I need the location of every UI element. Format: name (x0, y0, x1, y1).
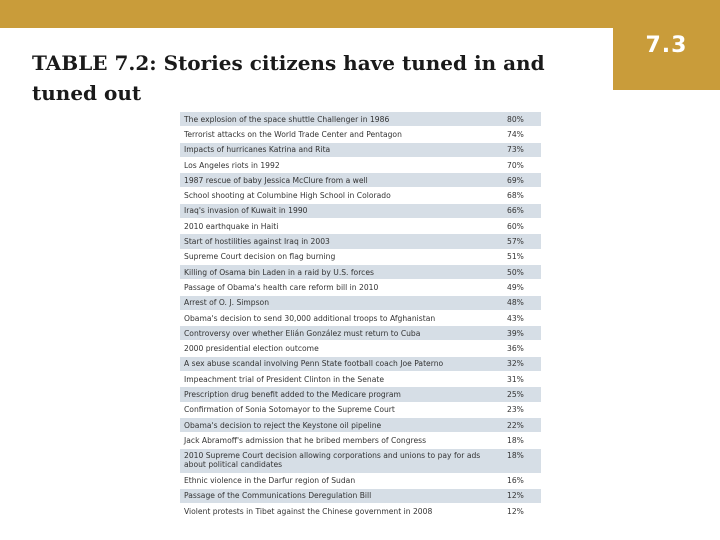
story-cell: Terrorist attacks on the World Trade Cen… (184, 129, 402, 139)
percent-cell: 50% (507, 267, 524, 277)
story-cell: 2010 earthquake in Haiti (184, 221, 279, 231)
percent-cell: 31% (507, 374, 524, 384)
table-row: 1987 rescue of baby Jessica McClure from… (180, 173, 541, 189)
story-cell: Iraq's invasion of Kuwait in 1990 (184, 206, 308, 216)
table-row: Passage of Obama's health care reform bi… (180, 280, 541, 296)
table-row: Ethnic violence in the Darfur region of … (180, 473, 541, 489)
table-row: Start of hostilities against Iraq in 200… (180, 234, 541, 250)
table-row: 2000 presidential election outcome 36% (180, 341, 541, 357)
table-row: Obama's decision to reject the Keystone … (180, 417, 541, 434)
table-row: Impeachment trial of President Clinton i… (180, 372, 541, 388)
story-cell: Arrest of O. J. Simpson (184, 298, 270, 308)
section-badge: 7.3 (613, 0, 720, 90)
table-row: Iraq's invasion of Kuwait in 1990 66% (180, 203, 541, 220)
story-cell: Los Angeles riots in 1992 (184, 160, 280, 170)
percent-cell: 36% (507, 344, 524, 354)
percent-cell: 70% (507, 160, 524, 170)
percent-cell: 69% (507, 175, 524, 185)
percent-cell: 16% (507, 476, 524, 486)
percent-cell: 43% (507, 313, 524, 323)
percent-cell: 22% (507, 420, 524, 430)
story-cell: Impeachment trial of President Clinton i… (184, 374, 385, 384)
story-cell: Killing of Osama bin Laden in a raid by … (184, 267, 374, 277)
story-cell: Controversy over whether Elián González … (184, 328, 421, 338)
story-cell: 1987 rescue of baby Jessica McClure from… (184, 175, 368, 185)
percent-cell: 23% (507, 405, 524, 415)
percent-cell: 73% (507, 145, 524, 155)
percent-cell: 12% (507, 491, 524, 501)
percent-cell: 39% (507, 328, 524, 338)
story-cell: A sex abuse scandal involving Penn State… (184, 359, 444, 369)
story-cell: Obama's decision to send 30,000 addition… (184, 313, 436, 323)
story-cell: Passage of Obama's health care reform bi… (184, 282, 379, 292)
percent-cell: 32% (507, 359, 524, 369)
table-row: Killing of Osama bin Laden in a raid by … (180, 264, 541, 281)
table-row: Jack Abramoff's admission that he bribed… (180, 433, 541, 449)
story-cell: Jack Abramoff's admission that he bribed… (184, 435, 427, 445)
percent-cell: 57% (507, 237, 524, 247)
top-accent-bar (0, 0, 720, 28)
story-cell: Obama's decision to reject the Keystone … (184, 420, 382, 430)
percent-cell: 12% (507, 506, 524, 516)
story-cell: Confirmation of Sonia Sotomayor to the S… (184, 405, 395, 415)
table-row: Prescription drug benefit added to the M… (180, 387, 541, 403)
percent-cell: 60% (507, 221, 524, 231)
story-cell: 2000 presidential election outcome (184, 344, 319, 354)
story-cell: Start of hostilities against Iraq in 200… (184, 237, 330, 247)
page-title: TABLE 7.2: Stories citizens have tuned i… (32, 51, 545, 105)
table-row: Violent protests in Tibet against the Ch… (180, 504, 541, 520)
story-cell: Prescription drug benefit added to the M… (184, 389, 401, 399)
story-cell: Supreme Court decision on flag burning (184, 252, 336, 262)
story-cell: Impacts of hurricanes Katrina and Rita (184, 145, 331, 155)
percent-cell: 49% (507, 282, 524, 292)
percent-cell: 51% (507, 252, 524, 262)
story-cell: The explosion of the space shuttle Chall… (184, 114, 390, 124)
story-cell: 2010 Supreme Court decision allowing cor… (184, 450, 481, 469)
table-row: 2010 Supreme Court decision allowing cor… (180, 448, 541, 474)
stories-table: The explosion of the space shuttle Chall… (180, 112, 541, 522)
story-cell: Passage of the Communications Deregulati… (184, 491, 372, 501)
percent-cell: 25% (507, 389, 524, 399)
percent-cell: 18% (507, 450, 524, 460)
table-row: Supreme Court decision on flag burning 51… (180, 249, 541, 265)
story-cell: School shooting at Columbine High School… (184, 191, 391, 201)
table-row: A sex abuse scandal involving Penn State… (180, 356, 541, 373)
table-row: Terrorist attacks on the World Trade Cen… (180, 127, 541, 143)
table-row: Obama's decision to send 30,000 addition… (180, 310, 541, 327)
story-cell: Ethnic violence in the Darfur region of … (184, 476, 356, 486)
table-row: The explosion of the space shuttle Chall… (180, 112, 541, 128)
table-row: 2010 earthquake in Haiti 60% (180, 219, 541, 235)
percent-cell: 74% (507, 129, 524, 139)
table-row: Arrest of O. J. Simpson 48% (180, 295, 541, 311)
table-row: Controversy over whether Elián González … (180, 326, 541, 342)
percent-cell: 48% (507, 298, 524, 308)
table-row: Confirmation of Sonia Sotomayor to the S… (180, 402, 541, 418)
percent-cell: 80% (507, 114, 524, 124)
table-row: Los Angeles riots in 1992 70% (180, 157, 541, 174)
table-row: School shooting at Columbine High School… (180, 188, 541, 204)
table-row: Passage of the Communications Deregulati… (180, 488, 541, 505)
percent-cell: 66% (507, 206, 524, 216)
percent-cell: 18% (507, 435, 524, 445)
story-cell: Violent protests in Tibet against the Ch… (184, 506, 433, 516)
section-number: 7.3 (645, 32, 688, 58)
percent-cell: 68% (507, 191, 524, 201)
table-row: Impacts of hurricanes Katrina and Rita 73… (180, 142, 541, 158)
